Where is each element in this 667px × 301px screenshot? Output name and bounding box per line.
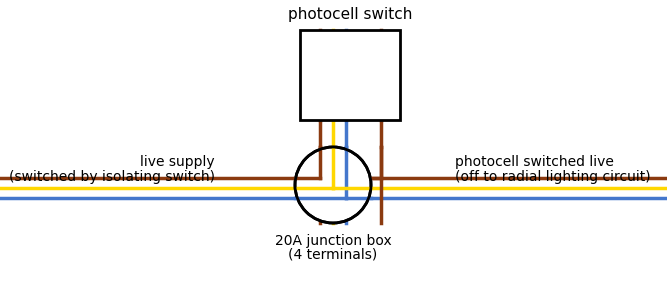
Text: (switched by isolating switch): (switched by isolating switch)	[9, 170, 215, 184]
Text: (4 terminals): (4 terminals)	[288, 248, 378, 262]
Text: 20A junction box: 20A junction box	[275, 234, 392, 248]
Text: photocell switch: photocell switch	[288, 7, 412, 22]
Circle shape	[295, 147, 371, 223]
Text: (off to radial lighting circuit): (off to radial lighting circuit)	[455, 170, 650, 184]
Bar	[300, 30, 400, 120]
Text: photocell switched live: photocell switched live	[455, 155, 614, 169]
Text: live supply: live supply	[140, 155, 215, 169]
